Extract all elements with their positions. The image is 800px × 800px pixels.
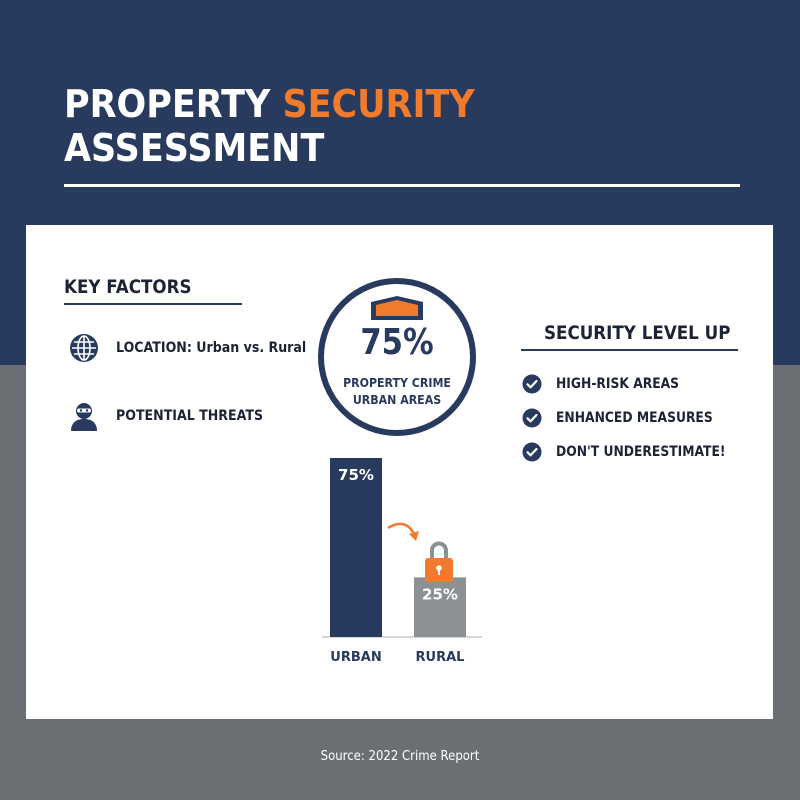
factor-item-location: LOCATION: Urban vs. Rural [68,332,327,364]
source-note: Source: 2022 Crime Report [320,749,480,764]
shield-icon [371,296,423,320]
stat-caption-line2: URBAN AREAS [352,392,442,407]
factor-item-threats: POTENTIAL THREATS [68,400,279,432]
padlock-icon [425,541,453,582]
data-label-urban: 75% [338,466,374,484]
urban-rural-bar-chart: 75% URBAN 25% RURAL [322,458,482,665]
security-item-enhanced: ENHANCED MEASURES [522,408,734,428]
burglar-icon [71,403,97,431]
curved-arrow-head [409,531,419,541]
stat-caption: PROPERTY CRIME URBAN AREAS [333,374,461,408]
title-line2: ASSESSMENT [64,126,325,170]
security-label-dont-underestimate: DON'T UNDERESTIMATE! [556,444,726,460]
title-accent-word: SECURITY [282,82,475,126]
security-label-enhanced: ENHANCED MEASURES [556,410,713,426]
security-level-heading: SECURITY LEVEL UP [544,322,731,344]
bar-rural [414,577,466,637]
security-item-high-risk: HIGH-RISK AREAS [522,374,696,394]
security-item-dont-underestimate: DON'T UNDERESTIMATE! [522,442,749,462]
page-title: PROPERTY SECURITY ASSESSMENT [64,82,475,170]
data-label-rural: 25% [422,585,458,603]
title-divider [64,184,740,187]
factor-label-location: LOCATION: Urban vs. Rural [116,340,307,356]
check-circle-icon [522,374,542,394]
title-line1-prefix: PROPERTY [64,82,283,126]
globe-icon [70,334,98,362]
check-circle-icon [522,442,542,462]
factor-label-threats: POTENTIAL THREATS [116,408,264,424]
category-label-rural: RURAL [416,650,465,665]
check-circle-icon [522,408,542,428]
category-label-urban: URBAN [330,650,381,665]
security-label-high-risk: HIGH-RISK AREAS [556,376,680,392]
key-factors-heading: KEY FACTORS [64,276,192,298]
bar-urban [330,458,382,637]
security-level-rule [521,349,738,351]
stat-caption-line1: PROPERTY CRIME [343,375,451,390]
stat-value: 75% [360,322,434,363]
key-factors-rule [64,303,242,305]
